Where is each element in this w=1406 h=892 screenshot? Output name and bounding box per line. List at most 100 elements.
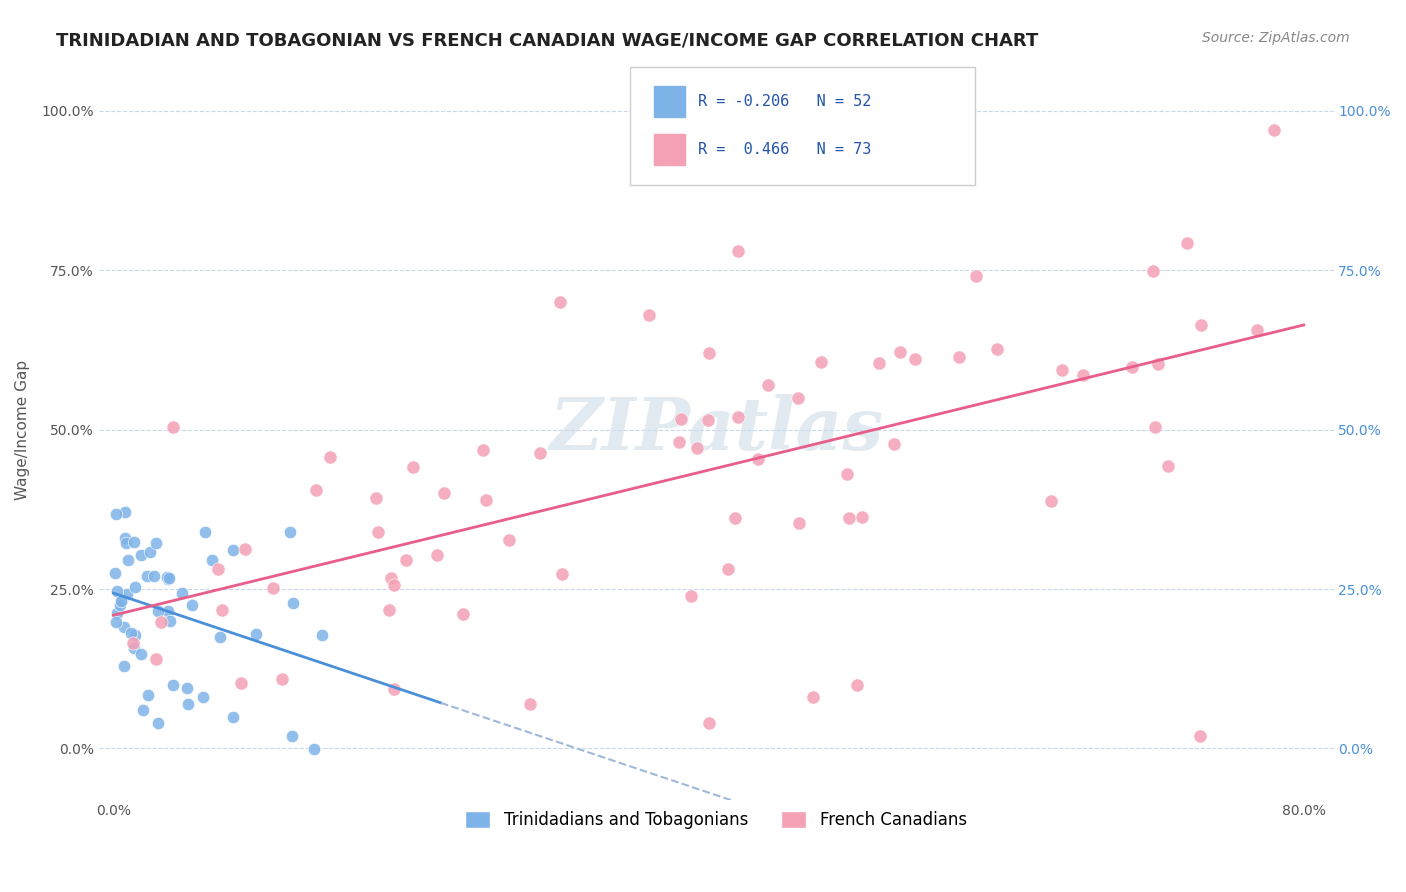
Point — [382, 682, 405, 697]
Point — [211, 603, 233, 617]
Point — [529, 446, 551, 460]
Point — [519, 697, 541, 711]
Point — [319, 450, 342, 465]
Point — [156, 604, 179, 618]
Point — [172, 586, 194, 600]
Point — [107, 584, 129, 599]
Point — [697, 346, 720, 360]
Point — [221, 709, 243, 723]
Legend: Trinidadians and Tobagonians, French Canadians: Trinidadians and Tobagonians, French Can… — [458, 804, 973, 836]
Point — [231, 676, 253, 690]
Point — [149, 615, 172, 629]
Point — [668, 435, 690, 450]
Point — [105, 606, 128, 620]
Point — [1121, 360, 1143, 375]
Point — [801, 690, 824, 705]
Point — [112, 658, 135, 673]
Point — [380, 571, 402, 585]
Point — [851, 509, 873, 524]
Point — [115, 587, 138, 601]
Point — [180, 598, 202, 612]
Text: R =  0.466   N = 73: R = 0.466 N = 73 — [697, 142, 870, 157]
Point — [638, 308, 661, 322]
Point — [679, 589, 702, 603]
Point — [451, 607, 474, 622]
Point — [114, 536, 136, 550]
Point — [281, 729, 304, 743]
Point — [114, 505, 136, 519]
Point — [146, 603, 169, 617]
Point — [162, 678, 184, 692]
Point — [402, 460, 425, 475]
Text: Source: ZipAtlas.com: Source: ZipAtlas.com — [1202, 31, 1350, 45]
Point — [395, 553, 418, 567]
Point — [1142, 264, 1164, 278]
Point — [1263, 122, 1285, 136]
Point — [124, 580, 146, 594]
Point — [384, 578, 406, 592]
Point — [146, 716, 169, 731]
Point — [889, 345, 911, 359]
Point — [471, 443, 494, 458]
Point — [1175, 235, 1198, 250]
Point — [1039, 494, 1062, 508]
Point — [1246, 323, 1268, 337]
Point — [245, 627, 267, 641]
Point — [104, 507, 127, 521]
Point — [176, 681, 198, 696]
Point — [876, 148, 898, 162]
Point — [194, 524, 217, 539]
Point — [208, 630, 231, 644]
Point — [846, 678, 869, 692]
Point — [120, 625, 142, 640]
Point — [1143, 420, 1166, 434]
Point — [222, 543, 245, 558]
Point — [948, 350, 970, 364]
Point — [868, 356, 890, 370]
Point — [1188, 729, 1211, 743]
Point — [724, 511, 747, 525]
Point — [686, 442, 709, 456]
Point — [280, 524, 302, 539]
Point — [837, 467, 859, 481]
Point — [756, 378, 779, 392]
Point — [262, 582, 284, 596]
Point — [110, 594, 132, 608]
Point — [882, 437, 904, 451]
Point — [122, 641, 145, 656]
Point — [1071, 368, 1094, 382]
Point — [1156, 458, 1178, 473]
Point — [671, 412, 693, 426]
Point — [121, 636, 143, 650]
Point — [136, 569, 159, 583]
Point — [717, 562, 740, 576]
Point — [1147, 357, 1170, 371]
Point — [548, 295, 571, 310]
Point — [1050, 363, 1073, 377]
Point — [131, 548, 153, 562]
Point — [207, 562, 229, 576]
Point — [111, 592, 134, 607]
Text: R = -0.206   N = 52: R = -0.206 N = 52 — [697, 95, 870, 110]
Point — [145, 536, 167, 550]
Point — [367, 524, 389, 539]
Point — [201, 553, 224, 567]
Point — [124, 627, 146, 641]
Point — [112, 620, 135, 634]
Point — [143, 569, 166, 583]
Point — [136, 688, 159, 702]
Point — [156, 570, 179, 584]
Text: TRINIDADIAN AND TOBAGONIAN VS FRENCH CANADIAN WAGE/INCOME GAP CORRELATION CHART: TRINIDADIAN AND TOBAGONIAN VS FRENCH CAN… — [56, 31, 1039, 49]
Point — [838, 511, 860, 525]
Text: ZIPatlas: ZIPatlas — [548, 394, 883, 465]
Point — [747, 452, 769, 467]
Point — [117, 552, 139, 566]
Point — [787, 516, 810, 530]
Bar — [654, 134, 685, 165]
Point — [426, 548, 449, 562]
Point — [302, 741, 325, 756]
Point — [551, 566, 574, 581]
Point — [433, 486, 456, 500]
Point — [233, 542, 256, 557]
Point — [157, 572, 180, 586]
